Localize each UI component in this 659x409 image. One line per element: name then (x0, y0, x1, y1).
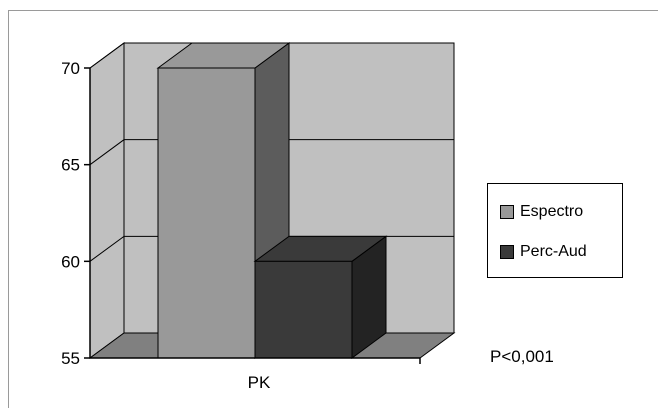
y-tick-label: 70 (61, 59, 80, 78)
side-wall (89, 42, 125, 359)
p-value-annotation: P<0,001 (490, 347, 554, 366)
legend-swatch-espectro (500, 205, 514, 219)
legend-label-espectro: Espectro (520, 203, 584, 220)
bar-perc-aud (253, 235, 388, 359)
legend-item-perc-aud: Perc-Aud (500, 241, 587, 263)
bar-front (157, 67, 256, 359)
legend-swatch-perc-aud (500, 245, 514, 259)
legend-item-espectro: Espectro (500, 201, 583, 223)
gridline (89, 139, 454, 166)
legend-label-perc-aud: Perc-Aud (520, 243, 587, 260)
gridline (89, 42, 454, 69)
y-tick-label: 60 (61, 252, 80, 271)
y-tick-label: 55 (61, 349, 80, 368)
bar-front (254, 260, 353, 359)
y-tick-label: 65 (61, 156, 80, 175)
x-tick-label: PK (248, 373, 271, 392)
legend: Espectro Perc-Aud (487, 183, 623, 278)
chart-frame (8, 10, 658, 408)
